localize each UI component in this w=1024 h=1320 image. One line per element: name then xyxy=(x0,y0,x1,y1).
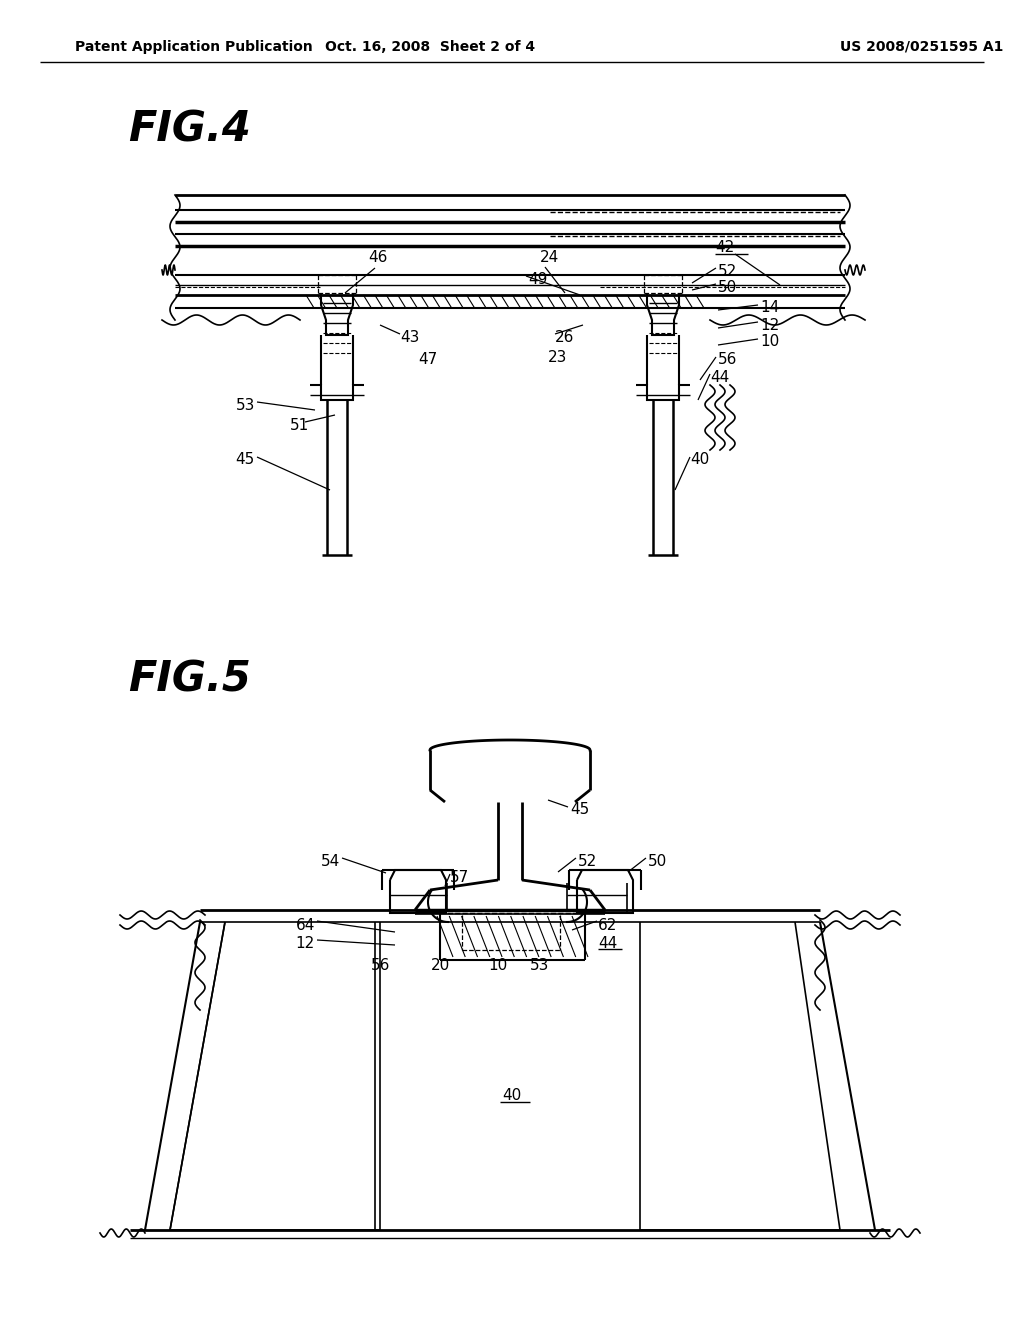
Text: FIG.5: FIG.5 xyxy=(128,659,251,701)
Text: 53: 53 xyxy=(530,957,549,973)
Text: 10: 10 xyxy=(488,957,508,973)
Text: 45: 45 xyxy=(236,453,255,467)
Text: 23: 23 xyxy=(548,351,567,366)
Text: 62: 62 xyxy=(598,917,617,932)
Text: 44: 44 xyxy=(598,936,617,950)
Text: 12: 12 xyxy=(296,936,315,950)
Text: 52: 52 xyxy=(578,854,597,870)
Text: Oct. 16, 2008  Sheet 2 of 4: Oct. 16, 2008 Sheet 2 of 4 xyxy=(325,40,536,54)
Text: 12: 12 xyxy=(760,318,779,333)
Text: 26: 26 xyxy=(555,330,574,346)
Text: 56: 56 xyxy=(718,352,737,367)
Text: 52: 52 xyxy=(718,264,737,280)
Text: 44: 44 xyxy=(710,371,729,385)
Text: US 2008/0251595 A1: US 2008/0251595 A1 xyxy=(840,40,1004,54)
Text: 51: 51 xyxy=(290,417,309,433)
Text: 20: 20 xyxy=(430,957,450,973)
Text: 47: 47 xyxy=(418,352,437,367)
Text: 45: 45 xyxy=(570,803,589,817)
Text: 43: 43 xyxy=(400,330,420,346)
Text: 50: 50 xyxy=(648,854,668,870)
Text: 24: 24 xyxy=(540,251,559,265)
Text: 46: 46 xyxy=(369,251,388,265)
Text: 50: 50 xyxy=(718,281,737,296)
Text: Patent Application Publication: Patent Application Publication xyxy=(75,40,312,54)
Text: 14: 14 xyxy=(760,301,779,315)
Text: 40: 40 xyxy=(690,453,710,467)
Text: 64: 64 xyxy=(296,917,315,932)
Text: 49: 49 xyxy=(528,272,548,288)
Text: 10: 10 xyxy=(760,334,779,350)
Text: 54: 54 xyxy=(321,854,340,870)
Text: 53: 53 xyxy=(236,397,255,412)
Text: 56: 56 xyxy=(371,957,390,973)
Text: 40: 40 xyxy=(503,1088,521,1102)
Text: FIG.4: FIG.4 xyxy=(128,110,251,150)
Text: 57: 57 xyxy=(450,870,469,886)
Text: 42: 42 xyxy=(715,240,734,256)
